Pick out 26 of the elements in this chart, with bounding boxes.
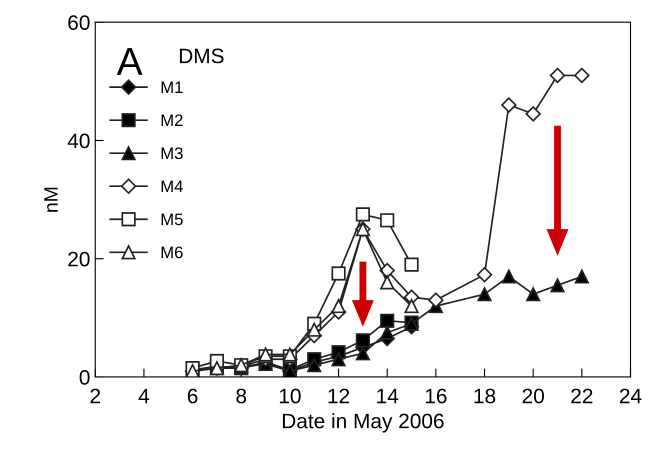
x-axis-title: Date in May 2006	[282, 413, 444, 432]
x-tick-label: 12	[328, 388, 350, 404]
legend-label: M1	[162, 81, 183, 93]
x-tick-label: 16	[426, 388, 447, 404]
x-tick-label: 24	[620, 388, 642, 404]
y-axis-title: nM	[44, 188, 58, 212]
x-tick-label: 18	[474, 388, 496, 404]
x-tick-label: 6	[188, 388, 198, 404]
legend-label: M5	[162, 214, 183, 226]
x-tick-label: 4	[138, 388, 150, 404]
x-tick-label: 8	[236, 388, 246, 404]
y-tick-label: 20	[68, 252, 90, 266]
x-tick-label: 14	[377, 388, 398, 404]
y-tick-label: 40	[68, 133, 90, 148]
y-tick-label: 60	[68, 15, 90, 30]
x-tick-label: 20	[522, 388, 544, 404]
annotation: A	[116, 48, 143, 75]
x-tick-label: 22	[571, 388, 592, 404]
y-tick-label: 0	[80, 370, 90, 385]
legend-label: M3	[162, 147, 183, 160]
annotation: DMS	[180, 48, 224, 64]
legend-label: M6	[162, 246, 183, 258]
legend-label: M2	[162, 114, 183, 126]
x-tick-label: 2	[90, 388, 100, 404]
x-tick-label: 10	[280, 388, 301, 404]
legend-label: M4	[162, 180, 183, 192]
